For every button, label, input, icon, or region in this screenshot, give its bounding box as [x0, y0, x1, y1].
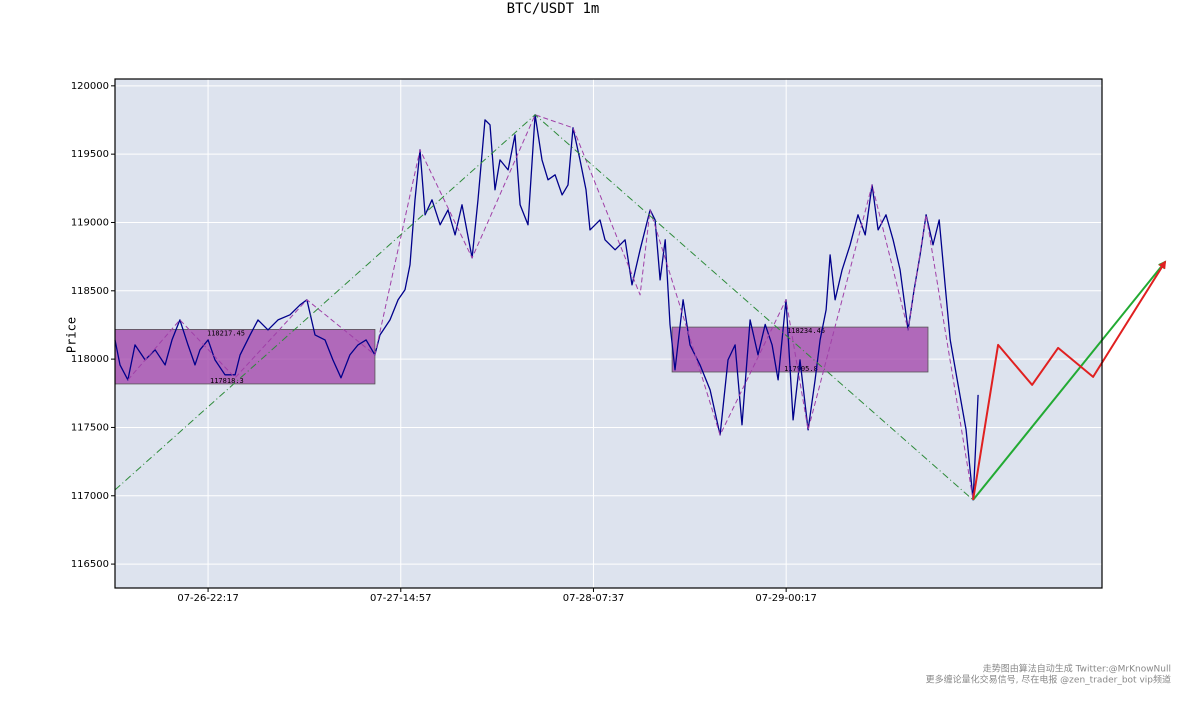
box-high-label: 118217.45: [207, 329, 245, 337]
y-tick-label: 118000: [71, 354, 109, 365]
plot-frame: [114, 78, 1103, 589]
y-tick-label: 119500: [71, 149, 109, 160]
box-low-label: 117818.3: [210, 377, 244, 385]
series-line: [114, 114, 974, 501]
pivot-box: [114, 329, 376, 385]
x-tick-label: 07-28-07:37: [563, 593, 624, 604]
y-tick-label: 116500: [71, 559, 109, 570]
x-tick-label: 07-26-22:17: [177, 593, 238, 604]
y-tick-label: 117500: [71, 422, 109, 433]
y-tick-label: 119000: [71, 217, 109, 228]
y-tick-label: 117000: [71, 491, 109, 502]
footer-line: 走势图由算法自动生成 Twitter:@MrKnowNull: [983, 663, 1171, 675]
chart-title: BTC/USDT 1m: [507, 1, 600, 17]
y-tick-label: 118500: [71, 286, 109, 297]
y-tick-label: 120000: [71, 81, 109, 92]
series-line: [972, 260, 1167, 501]
series-line: [127, 114, 974, 500]
box-high-label: 118234.46: [787, 327, 825, 335]
series-line: [972, 260, 1167, 501]
y-axis-label: Price: [65, 317, 79, 353]
footer-line: 更多缠论量化交易信号, 尽在电报 @zen_trader_bot vip频道: [926, 674, 1171, 686]
x-tick-label: 07-29-00:17: [755, 593, 816, 604]
x-tick-label: 07-27-14:57: [370, 593, 431, 604]
series-line: [114, 114, 979, 501]
